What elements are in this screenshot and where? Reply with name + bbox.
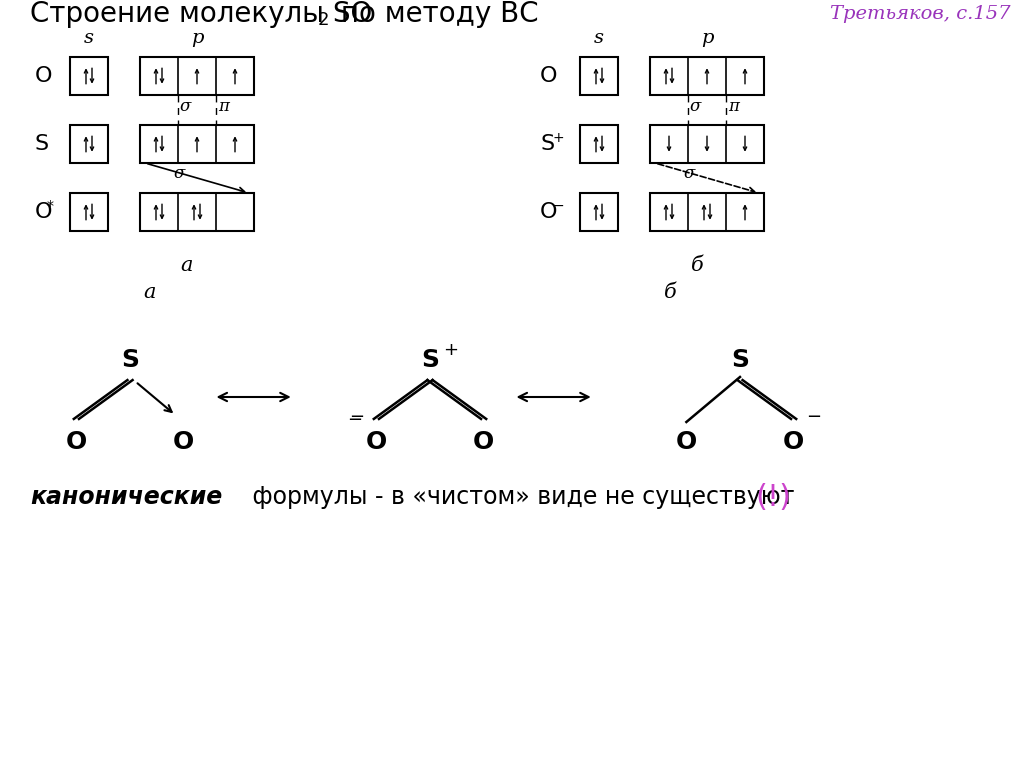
Text: а: а (181, 256, 194, 275)
Text: π: π (218, 98, 229, 115)
Text: а: а (143, 283, 157, 302)
Text: −: − (349, 408, 364, 426)
Text: O: O (473, 430, 495, 454)
Text: по методу ВС: по методу ВС (332, 0, 539, 28)
Text: 2: 2 (318, 11, 330, 29)
Text: σ: σ (173, 164, 184, 182)
Text: O: O (366, 430, 387, 454)
Text: σ: σ (180, 98, 191, 115)
Text: −: − (806, 408, 821, 426)
Text: σ: σ (683, 164, 694, 182)
Text: S: S (731, 348, 749, 372)
Text: −: − (347, 411, 361, 429)
Text: S: S (540, 134, 554, 154)
Text: Строение молекулы SO: Строение молекулы SO (30, 0, 373, 28)
Text: S: S (421, 348, 439, 372)
Text: O: O (540, 66, 557, 86)
Text: O: O (66, 430, 87, 454)
Bar (140, 193, 254, 231)
Text: π: π (728, 98, 739, 115)
Bar (140, 57, 254, 95)
Text: p: p (190, 29, 203, 47)
Bar (650, 193, 764, 231)
Bar (70, 193, 108, 231)
Text: б: б (690, 256, 703, 275)
Text: σ: σ (690, 98, 701, 115)
Text: O: O (35, 202, 52, 222)
Text: O: O (35, 66, 52, 86)
Text: S: S (121, 348, 139, 372)
Bar (580, 57, 618, 95)
Text: Третьяков, с.157: Третьяков, с.157 (829, 5, 1010, 23)
Bar (650, 125, 764, 163)
Text: O: O (783, 430, 804, 454)
Text: −: − (553, 199, 564, 213)
Text: *: * (47, 199, 54, 213)
Text: O: O (540, 202, 557, 222)
Text: s: s (84, 29, 94, 47)
Bar (650, 57, 764, 95)
Text: канонические: канонические (30, 485, 222, 509)
Bar (70, 57, 108, 95)
Bar (580, 125, 618, 163)
Bar (70, 125, 108, 163)
Bar (140, 125, 254, 163)
Text: +: + (553, 131, 564, 145)
Text: p: p (700, 29, 714, 47)
Bar (580, 193, 618, 231)
Text: O: O (676, 430, 697, 454)
Text: +: + (443, 341, 458, 359)
Text: формулы - в «чистом» виде не существуют: формулы - в «чистом» виде не существуют (245, 485, 802, 509)
Text: s: s (594, 29, 604, 47)
Text: S: S (35, 134, 49, 154)
Text: O: O (173, 430, 195, 454)
Text: (!): (!) (755, 482, 791, 512)
Text: б: б (664, 283, 677, 302)
